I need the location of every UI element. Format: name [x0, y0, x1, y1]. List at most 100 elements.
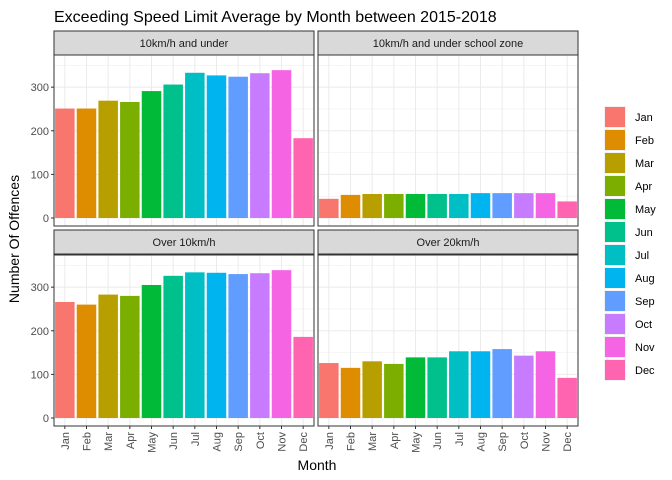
bar-dec: [557, 201, 577, 218]
grid-lines: [318, 55, 578, 226]
bar-jan: [319, 363, 339, 418]
x-tick-label: Jul: [190, 432, 202, 446]
y-axis-title: Number Of Offences: [6, 175, 22, 303]
bar-sep: [228, 274, 248, 418]
x-tick-label: Sep: [233, 432, 245, 452]
x-tick-label: Feb: [82, 432, 94, 451]
panel-background: [318, 55, 578, 226]
x-tick-label: Jun: [432, 432, 444, 450]
bar-feb: [76, 304, 97, 418]
bar-aug: [206, 75, 227, 219]
bar-nov: [271, 270, 292, 418]
legend-swatch: [605, 107, 625, 127]
legend-label: May: [635, 204, 656, 216]
legend-swatch: [605, 222, 625, 242]
bar-dec: [557, 377, 577, 418]
y-tick-label: 200: [31, 326, 49, 338]
x-tick-label: Aug: [476, 432, 488, 452]
y-tick-label: 0: [43, 213, 49, 225]
y-tick-label: 0: [43, 413, 49, 425]
bar-apr: [120, 295, 140, 418]
x-tick-label: Apr: [389, 432, 401, 449]
bar-jul: [449, 194, 469, 218]
y-tick-label: 200: [31, 126, 49, 138]
legend-label: Oct: [635, 319, 652, 331]
x-tick-label: Apr: [125, 432, 137, 449]
x-tick-label: Oct: [519, 432, 531, 449]
bar-mar: [98, 100, 118, 218]
bar-may: [405, 194, 426, 218]
bar-sep: [228, 76, 248, 218]
bar-mar: [362, 194, 382, 218]
legend-swatch: [605, 245, 625, 265]
bar-jan: [55, 301, 75, 418]
bar-may: [141, 91, 162, 218]
x-tick-label: Mar: [367, 432, 379, 451]
bar-aug: [470, 193, 491, 218]
legend-label: Nov: [635, 342, 655, 354]
legend-label: Jan: [635, 112, 653, 124]
bar-apr: [120, 101, 140, 218]
panel-border: [317, 54, 579, 227]
x-axis-title: Month: [298, 457, 337, 473]
bar-sep: [492, 193, 512, 218]
x-tick-label: May: [411, 432, 423, 453]
x-tick-label: Nov: [541, 432, 553, 452]
bar-mar: [98, 294, 118, 418]
x-tick-label: Jan: [60, 432, 72, 450]
legend-label: Jun: [635, 227, 653, 239]
legend-label: Mar: [635, 158, 654, 170]
x-tick-label: Jun: [168, 432, 180, 450]
bar-feb: [340, 367, 361, 418]
bar-jul: [449, 351, 469, 418]
x-tick-label: Dec: [562, 432, 574, 452]
bar-may: [405, 357, 426, 418]
bar-oct: [514, 355, 534, 418]
x-tick-label: Feb: [346, 432, 358, 451]
bar-feb: [340, 194, 361, 218]
bar-dec: [293, 138, 313, 218]
bar-jun: [427, 194, 447, 218]
legend-swatch: [605, 314, 625, 334]
legend-label: Jul: [635, 250, 649, 262]
facet-strip: [317, 229, 579, 255]
panel-background: [54, 55, 314, 226]
bar-nov: [535, 193, 556, 218]
legend-swatch: [605, 176, 625, 196]
legend-swatch: [605, 268, 625, 288]
bar-feb: [76, 108, 97, 218]
x-tick-label: Oct: [255, 432, 267, 449]
bar-aug: [206, 272, 227, 418]
bar-oct: [250, 73, 270, 218]
facet-panel: Over 20km/h Jan Feb Mar Apr May Jun Jul Aug Sep Oc…: [317, 229, 579, 453]
y-tick-label: 100: [31, 169, 49, 181]
bar-apr: [384, 363, 404, 418]
x-tick-label: Jul: [454, 432, 466, 446]
bar-jul: [185, 272, 205, 418]
x-tick-label: Sep: [497, 432, 509, 452]
legend-swatch: [605, 360, 625, 380]
bar-oct: [250, 273, 270, 418]
bar-oct: [514, 193, 534, 218]
panel-border: [317, 254, 579, 427]
legend-swatch: [605, 291, 625, 311]
panel-background: [318, 255, 578, 426]
bar-apr: [384, 194, 404, 218]
bar-aug: [470, 351, 491, 418]
panel-border: [53, 54, 315, 227]
facet-panel: 10km/h and under 0 100 200 300: [31, 30, 315, 227]
legend-swatch: [605, 130, 625, 150]
bar-jan: [55, 108, 75, 218]
x-tick-label: Aug: [212, 432, 224, 452]
y-tick-label: 100: [31, 369, 49, 381]
facet-strip: [53, 229, 315, 255]
legend-swatch: [605, 199, 625, 219]
bar-jun: [427, 357, 447, 418]
legend-label: Sep: [635, 296, 655, 308]
bar-nov: [271, 70, 292, 219]
bar-nov: [535, 351, 556, 418]
bar-may: [141, 284, 162, 418]
x-tick-label: Dec: [298, 432, 310, 452]
